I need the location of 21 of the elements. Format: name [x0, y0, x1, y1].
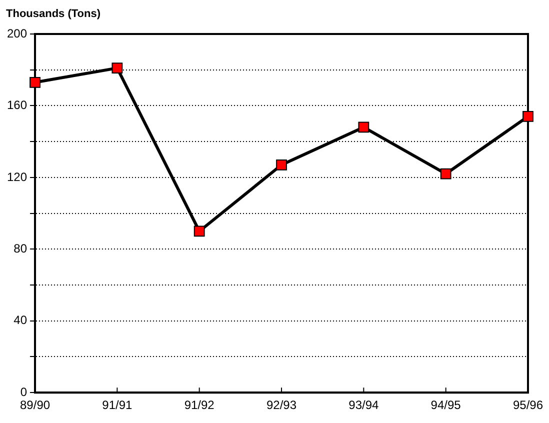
- y-tick-label: 120: [6, 170, 28, 184]
- y-tick-label: 160: [6, 98, 28, 112]
- y-tick-label: 200: [6, 26, 28, 40]
- x-tick-label: 95/96: [512, 398, 544, 412]
- y-tick-label: 0: [20, 384, 28, 399]
- y-axis-title: Thousands (Tons): [6, 8, 101, 20]
- point: [194, 226, 205, 237]
- point: [522, 111, 534, 122]
- x-tick-label: 91/92: [184, 398, 215, 412]
- x-tick-label: 93/94: [348, 398, 380, 412]
- point: [440, 168, 452, 180]
- point: [112, 62, 123, 74]
- point: [276, 159, 287, 170]
- point: [30, 76, 40, 88]
- x-tick-label: 94/95: [430, 398, 462, 412]
- point: [358, 122, 370, 133]
- x-tick-label: 89/90: [20, 398, 50, 412]
- x-tick-label: 92/93: [266, 398, 297, 412]
- y-tick-label: 40: [14, 313, 28, 328]
- y-tick-label: 80: [14, 241, 28, 256]
- x-tick-label: 91/91: [102, 398, 133, 412]
